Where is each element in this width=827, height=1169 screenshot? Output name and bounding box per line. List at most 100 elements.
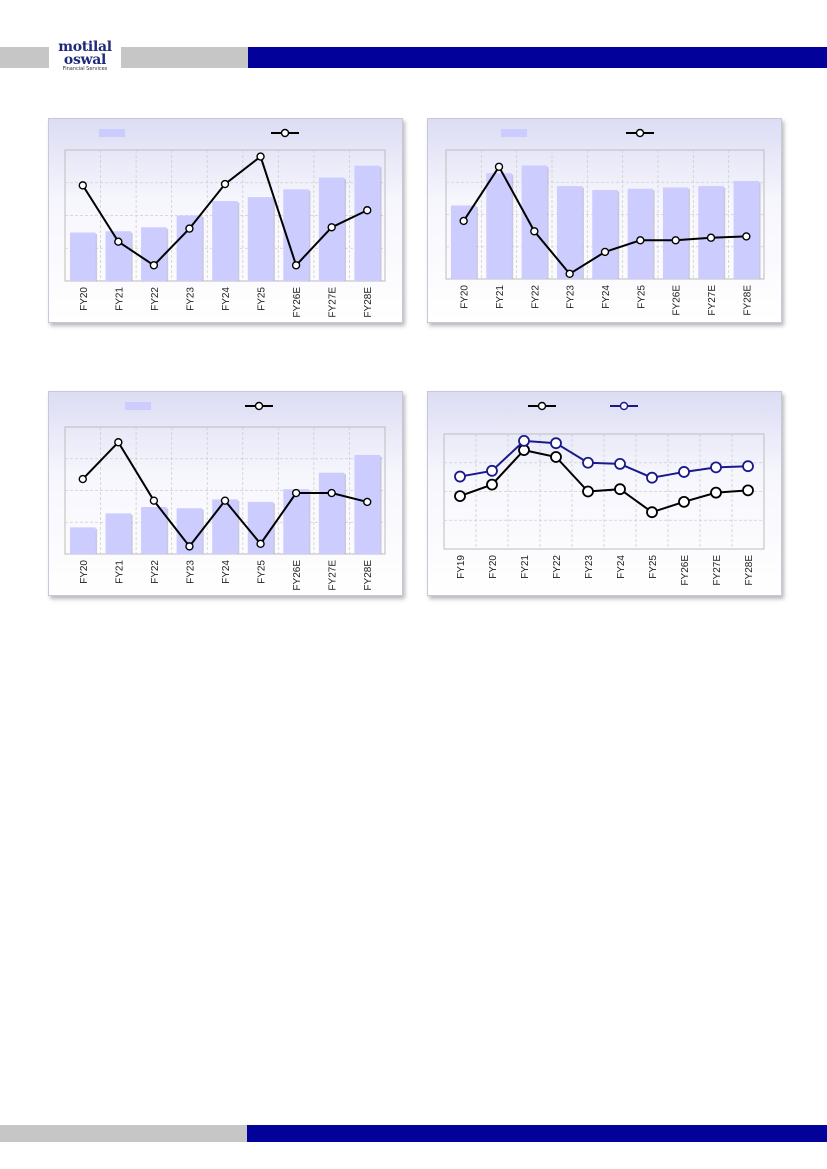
line-point xyxy=(220,179,230,189)
x-tick-label: FY21 xyxy=(520,555,531,579)
x-tick-label: FY24 xyxy=(221,560,232,584)
line-point xyxy=(565,269,574,279)
line-point xyxy=(646,471,658,484)
line-point xyxy=(363,206,372,215)
chart-3-svg: FY20 FY21 FY22 FY23 FY24 FY25 FY26E FY27E FY28E xyxy=(64,401,386,591)
bar xyxy=(247,197,274,281)
line-point xyxy=(78,181,87,190)
legend-line-marker xyxy=(537,401,547,411)
x-tick-label: FY28E xyxy=(744,555,755,586)
line-point xyxy=(291,261,301,270)
x-tick-label: FY22 xyxy=(552,555,563,579)
line-point xyxy=(494,162,504,171)
line-point xyxy=(582,485,594,498)
series-line xyxy=(459,449,749,514)
line-point xyxy=(614,483,626,496)
bar xyxy=(592,189,618,279)
x-tick-label: FY23 xyxy=(185,560,196,584)
line-point xyxy=(706,233,716,242)
line-point xyxy=(646,506,658,519)
x-tick-label: FY27E xyxy=(328,560,339,591)
chart-panel-4: FY19 FY20 FY21 FY22 FY23 FY24 FY25 FY26E FY27E FY… xyxy=(427,391,782,596)
line-point xyxy=(459,216,468,226)
x-tick-label: FY24 xyxy=(616,555,627,579)
line-point xyxy=(185,224,194,233)
chart-4-svg: FY19 FY20 FY21 FY22 FY23 FY24 FY25 FY26E FY27E FY… xyxy=(443,401,765,586)
line-point xyxy=(742,232,751,241)
x-tick-label: FY27E xyxy=(712,555,723,586)
x-tick-label: FY21 xyxy=(495,285,506,309)
legend-line-marker xyxy=(619,401,629,411)
legend-bar-swatch xyxy=(99,129,125,137)
line-point xyxy=(636,236,645,245)
line-point xyxy=(327,488,336,498)
bar xyxy=(627,188,654,279)
bar xyxy=(486,173,512,279)
bar xyxy=(212,499,238,554)
line-point xyxy=(742,484,754,497)
chart-panel-3: FY20 FY21 FY22 FY23 FY24 FY25 FY26E FY27E FY28E xyxy=(48,391,403,596)
line-point xyxy=(363,497,372,507)
line-point xyxy=(582,456,594,469)
x-tick-label: FY20 xyxy=(460,285,471,309)
header-blue-band xyxy=(248,47,827,68)
header-grey-band xyxy=(0,47,248,68)
x-tick-label: FY28E xyxy=(742,285,753,316)
line-point xyxy=(678,466,690,478)
legend-line-marker xyxy=(254,401,264,411)
chart-panel-1: FY20 FY21 FY22 FY23 FY24 FY25 FY26E FY27E FY28E xyxy=(48,118,403,323)
x-tick-label: FY25 xyxy=(648,555,659,579)
bar xyxy=(733,180,760,279)
x-tick-label: FY24 xyxy=(601,285,612,309)
line-point xyxy=(600,247,610,257)
x-tick-label: FY26E xyxy=(680,555,691,586)
x-tick-label: FY25 xyxy=(636,285,647,309)
x-tick-label: FY28E xyxy=(363,287,374,318)
line-point xyxy=(256,539,265,549)
line-point xyxy=(550,437,562,450)
line-point xyxy=(486,478,498,491)
line-point xyxy=(678,495,690,508)
chart-2-svg: FY20 FY21 FY22 FY23 FY24 FY25 FY26E FY27E FY28E xyxy=(445,128,765,316)
line-point xyxy=(742,460,754,473)
bar xyxy=(354,165,381,281)
bar xyxy=(662,187,689,279)
x-tick-label: FY20 xyxy=(79,287,90,311)
logo-line3: Financial Services xyxy=(62,66,108,72)
x-tick-label: FY24 xyxy=(221,287,232,311)
legend-bar-swatch xyxy=(125,402,151,410)
x-tick-label: FY26E xyxy=(292,560,303,591)
x-tick-label: FY19 xyxy=(456,555,467,579)
bar xyxy=(105,513,132,554)
chart-panel-2: FY20 FY21 FY22 FY23 FY24 FY25 FY26E FY27E FY28E xyxy=(427,118,782,323)
bar xyxy=(698,186,724,279)
line-point xyxy=(78,474,87,484)
bar xyxy=(69,527,96,554)
line-point xyxy=(671,236,680,245)
line-point xyxy=(710,461,722,474)
line-point xyxy=(149,496,159,505)
line-point xyxy=(710,486,722,499)
x-tick-label: FY21 xyxy=(114,287,125,311)
x-tick-label: FY27E xyxy=(328,287,339,318)
x-tick-label: FY27E xyxy=(707,285,718,316)
line-point xyxy=(327,223,336,232)
line-point xyxy=(114,237,123,246)
x-tick-label: FY23 xyxy=(584,555,595,579)
line-point xyxy=(220,496,230,505)
line-point xyxy=(614,458,626,470)
x-tick-label: FY25 xyxy=(257,560,268,584)
line-point xyxy=(518,435,530,447)
footer-grey-band xyxy=(0,1125,247,1142)
x-tick-label: FY23 xyxy=(185,287,196,311)
x-tick-label: FY22 xyxy=(150,287,161,311)
logo-line2: oswal xyxy=(63,52,107,68)
line-point xyxy=(291,488,301,498)
x-tick-label: FY28E xyxy=(363,560,374,591)
x-tick-label: FY22 xyxy=(530,285,541,309)
bar xyxy=(141,507,167,554)
logo-line1: motilal xyxy=(58,39,112,55)
line-point xyxy=(185,542,194,551)
line-point xyxy=(256,152,265,161)
x-tick-label: FY22 xyxy=(150,560,161,584)
